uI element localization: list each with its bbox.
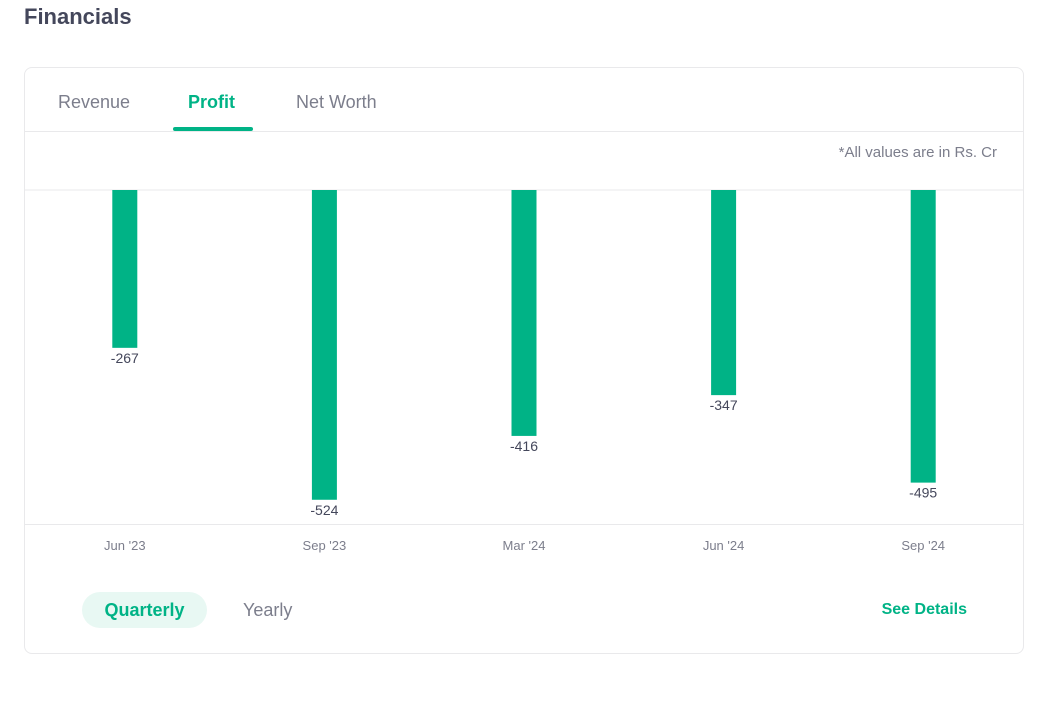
bar-value-label: -267: [111, 350, 139, 366]
page-title: Financials: [24, 4, 132, 29]
x-tick-label: Mar '24: [503, 538, 546, 553]
x-tick-label: Jun '24: [703, 538, 745, 553]
financials-card: Revenue Profit Net Worth *All values are…: [24, 67, 1024, 654]
x-tick-label: Sep '23: [303, 538, 347, 553]
x-tick-label: Jun '23: [104, 538, 146, 553]
bar-value-label: -524: [310, 502, 338, 518]
yearly-button[interactable]: Yearly: [243, 600, 293, 620]
financials-tabs: Revenue Profit Net Worth: [25, 68, 1023, 132]
see-details-link[interactable]: See Details: [881, 601, 967, 618]
bar-2[interactable]: [511, 190, 537, 436]
tab-profit[interactable]: Profit: [188, 92, 235, 112]
active-tab-indicator: [173, 127, 253, 131]
bar-3[interactable]: [711, 190, 737, 396]
profit-bar-chart: -267 -524 -416 -347 -495 Jun '23 Sep '23 Mar '…: [25, 189, 1023, 553]
tab-net-worth[interactable]: Net Worth: [296, 92, 377, 112]
units-note: *All values are in Rs. Cr: [838, 144, 997, 161]
quarterly-button[interactable]: Quarterly: [82, 592, 207, 628]
x-tick-label: Sep '24: [901, 538, 945, 553]
bar-value-label: -347: [710, 397, 738, 413]
tab-revenue[interactable]: Revenue: [58, 92, 131, 112]
bar-0[interactable]: [112, 190, 138, 348]
bar-value-label: -416: [510, 438, 538, 454]
bar-1[interactable]: [311, 190, 337, 500]
bar-4[interactable]: [910, 190, 936, 483]
bar-value-label: -495: [909, 485, 937, 501]
